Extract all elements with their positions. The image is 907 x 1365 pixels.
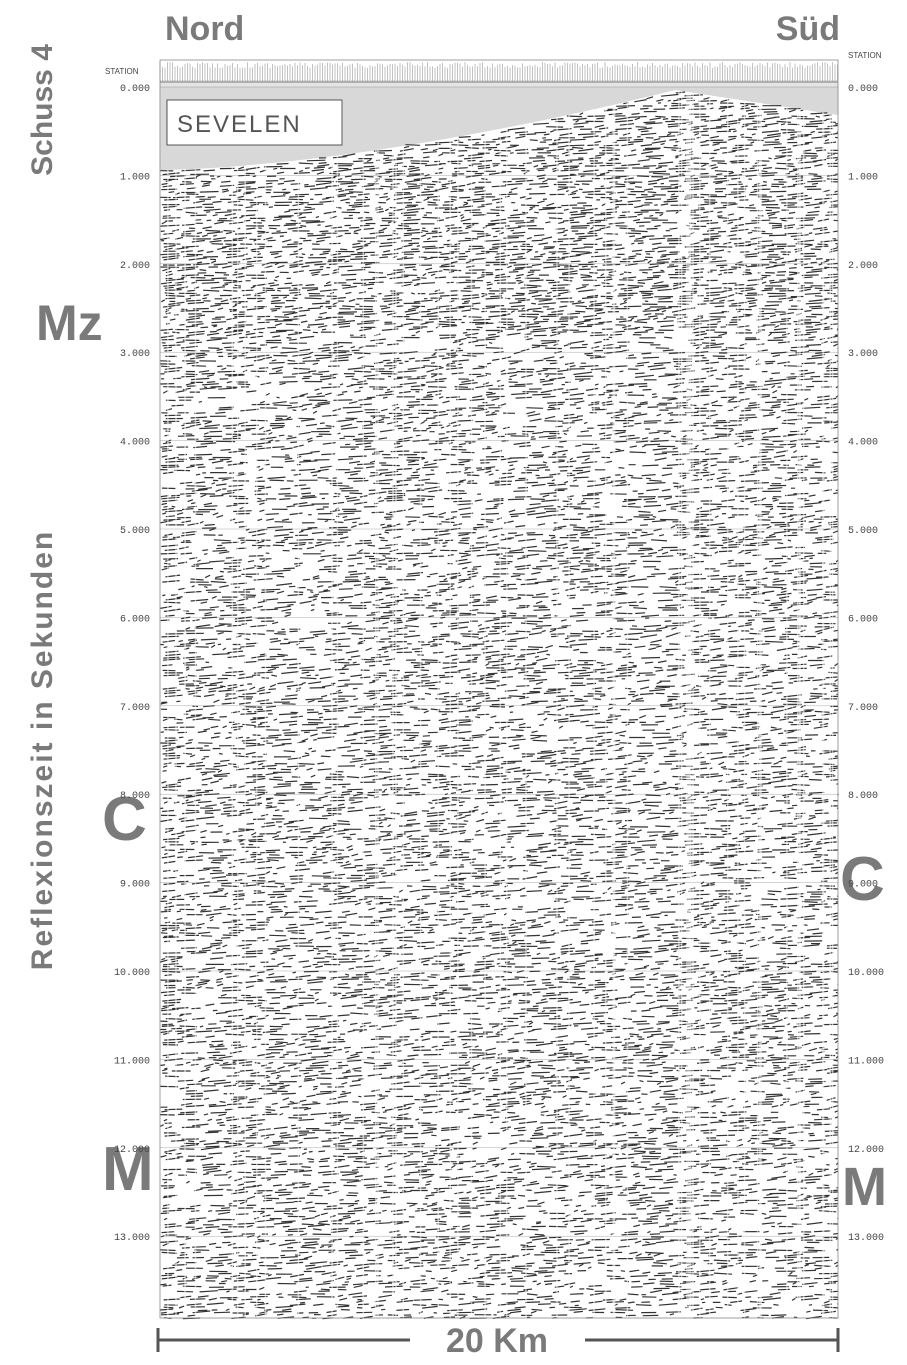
marker: M bbox=[842, 1157, 887, 1217]
right-time-label: 9.000 bbox=[848, 880, 878, 891]
right-time-label: 13.000 bbox=[848, 1233, 884, 1244]
right-time-label: 2.000 bbox=[848, 261, 878, 272]
right-time-label: 0.000 bbox=[848, 84, 878, 95]
left-time-label: 5.000 bbox=[120, 526, 150, 537]
header-right: Süd bbox=[776, 10, 840, 48]
scale-label: 20 Km bbox=[446, 1322, 548, 1360]
right-time-label: 6.000 bbox=[848, 614, 878, 625]
left-time-label: 9.000 bbox=[120, 880, 150, 891]
header-left: Nord bbox=[165, 10, 244, 48]
right-time-label: 4.000 bbox=[848, 438, 878, 449]
left-time-label: 12.000 bbox=[114, 1145, 150, 1156]
axis-title: Reflexionszeit in Sekunden bbox=[26, 530, 59, 970]
right-time-label: 8.000 bbox=[848, 791, 878, 802]
left-time-label: 11.000 bbox=[114, 1056, 150, 1067]
left-time-label: 6.000 bbox=[120, 614, 150, 625]
location-label: SEVELEN bbox=[177, 111, 302, 138]
shot-title: Schuss 4 bbox=[26, 44, 59, 176]
left-time-label: 0.000 bbox=[120, 84, 150, 95]
left-time-label: 3.000 bbox=[120, 349, 150, 360]
station-label: STATION bbox=[105, 67, 139, 76]
marker: C bbox=[840, 845, 885, 914]
right-time-label: 3.000 bbox=[848, 349, 878, 360]
right-time-label: 5.000 bbox=[848, 526, 878, 537]
left-time-label: 2.000 bbox=[120, 261, 150, 272]
right-time-label: 11.000 bbox=[848, 1056, 884, 1067]
left-time-label: 4.000 bbox=[120, 438, 150, 449]
left-time-label: 10.000 bbox=[114, 968, 150, 979]
marker: Mz bbox=[36, 295, 103, 351]
right-time-label: 7.000 bbox=[848, 703, 878, 714]
location-box bbox=[166, 99, 343, 146]
left-time-label: 8.000 bbox=[120, 791, 150, 802]
trace-columns bbox=[167, 90, 834, 1318]
marker: C bbox=[102, 785, 147, 854]
right-time-label: 10.000 bbox=[848, 968, 884, 979]
station-label: STATION bbox=[848, 51, 882, 60]
left-time-label: 7.000 bbox=[120, 703, 150, 714]
left-time-label: 13.000 bbox=[114, 1233, 150, 1244]
left-time-label: 1.000 bbox=[120, 172, 150, 183]
section-frame bbox=[159, 59, 839, 1319]
marker: M bbox=[102, 1135, 154, 1204]
right-time-label: 12.000 bbox=[848, 1145, 884, 1156]
right-time-label: 1.000 bbox=[848, 172, 878, 183]
scale-bar bbox=[156, 1328, 840, 1352]
